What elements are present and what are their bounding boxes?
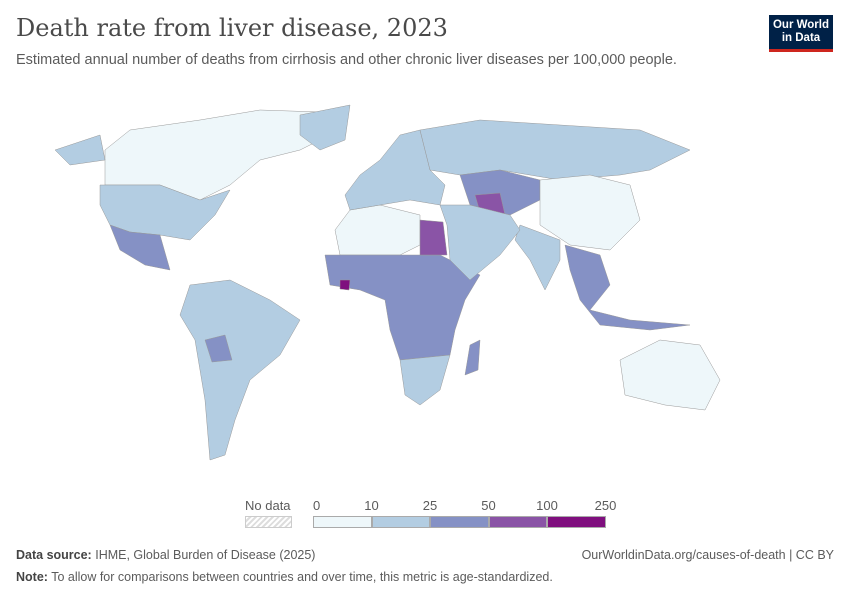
legend-bin-0[interactable] [313,516,372,528]
region-sub-saharan-africa[interactable] [324,254,481,361]
legend-tick: 50 [481,498,496,513]
region-madagascar[interactable] [464,339,481,376]
chart-subtitle: Estimated annual number of deaths from c… [16,52,677,68]
owid-logo[interactable]: Our World in Data [769,15,833,52]
logo-line2: in Data [781,32,821,44]
region-bolivia[interactable] [204,334,233,363]
legend-tick: 100 [536,498,558,513]
region-sierra-leone[interactable] [339,279,351,291]
region-australia[interactable] [619,339,721,411]
legend-tick: 25 [422,498,438,513]
region-egypt[interactable] [419,219,448,256]
source-label: Data source: [16,548,92,562]
note-text: To allow for comparisons between countri… [51,570,553,584]
region-north-africa[interactable] [334,204,421,256]
region-united-states[interactable] [54,134,231,241]
legend-no-data-swatch[interactable] [245,516,292,528]
source-url[interactable]: OurWorldinData.org/causes-of-death | CC … [581,548,834,562]
region-southeast-asia[interactable] [564,244,691,331]
world-map[interactable] [0,90,850,490]
logo-line1: Our World [772,19,829,31]
legend-tick: 0 [313,498,321,513]
region-middle-east[interactable] [439,204,521,281]
legend-bin-2[interactable] [430,516,489,528]
legend-no-data-label: No data [245,498,291,513]
region-south-america[interactable] [179,279,301,461]
region-india[interactable] [514,224,561,291]
region-mexico[interactable] [109,224,171,271]
region-europe[interactable] [344,129,446,211]
chart-title: Death rate from liver disease, 2023 [16,14,448,42]
legend-bin-1[interactable] [371,516,430,528]
legend-tick: 10 [364,498,379,513]
region-greenland[interactable] [299,104,351,151]
legend-bin-3[interactable] [488,516,547,528]
region-southern-africa[interactable] [399,354,451,406]
region-china[interactable] [539,174,641,251]
data-source: Data source: IHME, Global Burden of Dise… [16,548,315,562]
legend-tick: 250 [594,498,617,513]
note-label: Note: [16,570,48,584]
legend-bin-4[interactable] [547,516,606,528]
note: Note: To allow for comparisons between c… [16,570,553,584]
source-text: IHME, Global Burden of Disease (2025) [95,548,316,562]
region-russia[interactable] [419,119,691,181]
